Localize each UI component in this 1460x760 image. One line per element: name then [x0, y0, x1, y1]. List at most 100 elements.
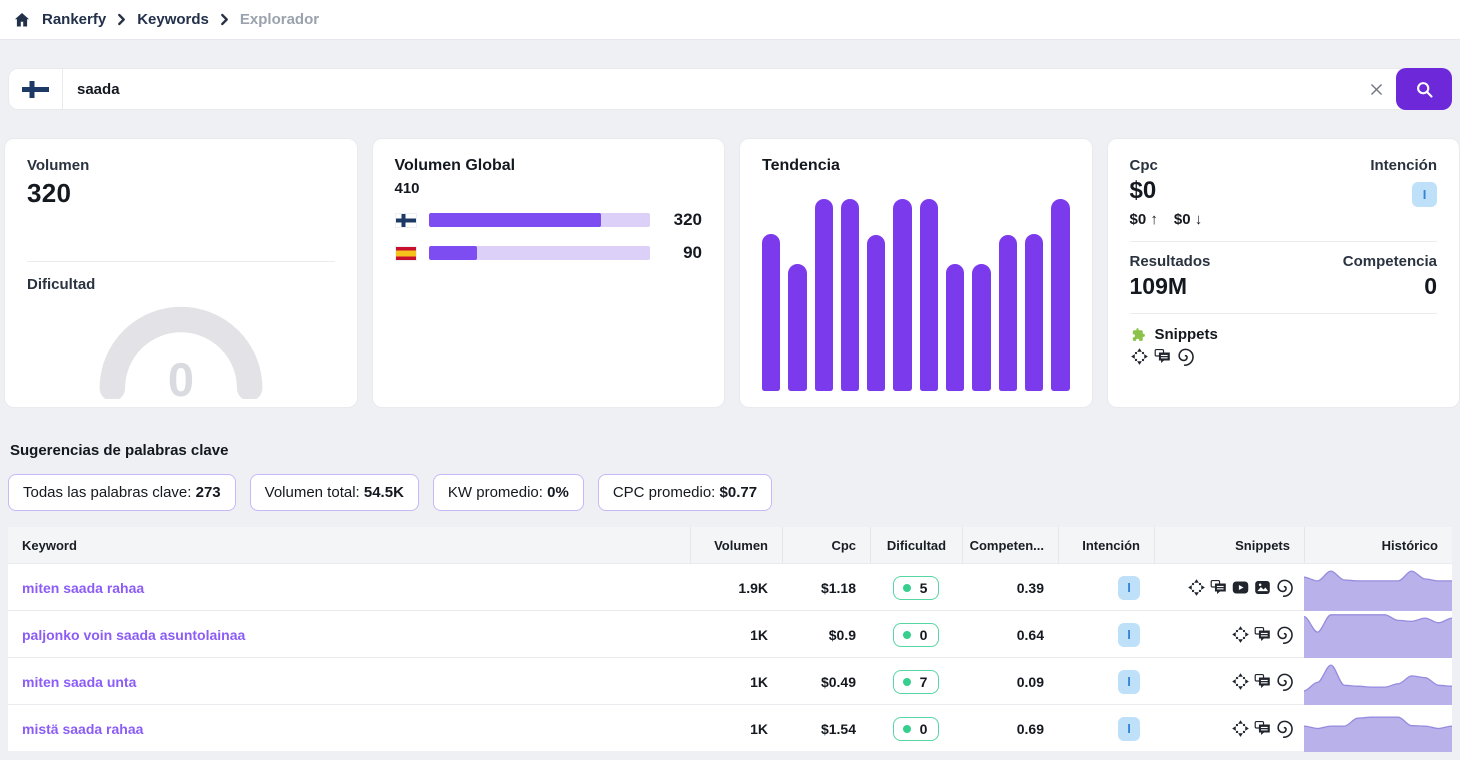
finland-flag-icon [395, 213, 417, 228]
summary-chip[interactable]: Todas las palabras clave: 273 [8, 474, 236, 511]
keyword-link[interactable]: miten saada rahaa [8, 580, 690, 596]
intent-cell: I [1058, 576, 1154, 600]
difficulty-pill: 0 [893, 717, 940, 741]
volume-cell: 1K [690, 674, 782, 690]
spain-flag-icon [395, 246, 417, 261]
difficulty-cell: 7 [870, 670, 962, 694]
chevron-right-icon [117, 13, 126, 26]
history-sparkline [1304, 564, 1452, 611]
spiral-icon [1275, 719, 1294, 738]
competition-cell: 0.39 [962, 580, 1058, 596]
summary-chip[interactable]: Volumen total: 54.5K [250, 474, 419, 511]
header-intencion[interactable]: Intención [1058, 527, 1154, 563]
cpc-high-value: $0 [1130, 211, 1147, 228]
competition-cell: 0.09 [962, 674, 1058, 690]
trend-bar [867, 235, 885, 391]
cpc-value: $0 [1130, 177, 1203, 205]
chip-label: Volumen total: [265, 484, 360, 501]
chat-icon [1153, 347, 1172, 366]
spiral-icon [1275, 672, 1294, 691]
trend-bar [946, 264, 964, 391]
difficulty-cell: 5 [870, 576, 962, 600]
breadcrumb-item-rankerfy[interactable]: Rankerfy [42, 11, 106, 28]
trend-card: Tendencia [739, 138, 1093, 408]
cpc-label: Cpc [1130, 157, 1203, 174]
trend-bar [762, 234, 780, 391]
keywords-table: Keyword Volumen Cpc Dificultad Competen.… [8, 527, 1452, 751]
table-header-row: Keyword Volumen Cpc Dificultad Competen.… [8, 527, 1452, 563]
header-dificultad[interactable]: Dificultad [870, 527, 962, 563]
summary-chip[interactable]: CPC promedio: $0.77 [598, 474, 772, 511]
trend-bar [788, 264, 806, 391]
summary-chips: Todas las palabras clave: 273 Volumen tot… [8, 474, 1460, 511]
trend-bar-chart [762, 199, 1070, 391]
trend-bar [815, 199, 833, 391]
video-icon [1231, 578, 1250, 597]
arrow-down-icon: ↓ [1195, 211, 1203, 228]
keyword-link[interactable]: mistä saada rahaa [8, 721, 690, 737]
chevron-right-icon [220, 13, 229, 26]
chip-label: CPC promedio: [613, 484, 716, 501]
keyword-link[interactable]: miten saada unta [8, 674, 690, 690]
arrows-icon [1231, 719, 1250, 738]
country-selector[interactable] [9, 69, 63, 109]
divider [1130, 313, 1438, 314]
chip-label: KW promedio: [448, 484, 543, 501]
global-volume-row: 320 [395, 210, 703, 230]
breadcrumb: Rankerfy Keywords Explorador [0, 0, 1460, 40]
snippets-cell [1154, 672, 1304, 691]
trend-title: Tendencia [762, 157, 1070, 175]
keyword-link[interactable]: paljonko voin saada asuntolainaa [8, 627, 690, 643]
header-snippets[interactable]: Snippets [1154, 527, 1304, 563]
difficulty-pill: 7 [893, 670, 940, 694]
metrics-card: Cpc $0 $0 ↑ $0 ↓ Intención I Resultados … [1107, 138, 1460, 408]
cpc-range: $0 ↑ $0 ↓ [1130, 211, 1203, 228]
intent-badge: I [1412, 182, 1437, 207]
difficulty-pill: 5 [893, 576, 940, 600]
header-competencia[interactable]: Competen... [962, 527, 1058, 563]
chip-value: 0% [547, 484, 569, 501]
breadcrumb-item-keywords[interactable]: Keywords [137, 11, 209, 28]
arrows-icon [1231, 625, 1250, 644]
chip-value: 273 [196, 484, 221, 501]
header-volumen[interactable]: Volumen [690, 527, 782, 563]
difficulty-pill: 0 [893, 623, 940, 647]
difficulty-value: 0 [920, 627, 928, 643]
puzzle-icon [1130, 326, 1147, 343]
search-input[interactable] [63, 81, 1356, 98]
spiral-icon [1176, 347, 1195, 366]
arrows-icon [1231, 672, 1250, 691]
arrows-icon [1187, 578, 1206, 597]
trend-bar [841, 199, 859, 391]
cpc-cell: $1.54 [782, 721, 870, 737]
chip-value: 54.5K [364, 484, 404, 501]
header-keyword[interactable]: Keyword [8, 538, 690, 553]
arrow-up-icon: ↑ [1150, 211, 1158, 228]
header-cpc[interactable]: Cpc [782, 527, 870, 563]
volume-cell: 1.9K [690, 580, 782, 596]
home-icon[interactable] [13, 11, 31, 29]
global-volume-card: Volumen Global 410 320 90 [372, 138, 726, 408]
snippets-label: Snippets [1155, 326, 1218, 343]
keyword-search-bar [8, 68, 1452, 110]
volume-value: 320 [27, 178, 335, 209]
difficulty-value: 7 [920, 674, 928, 690]
snippets-icon-row [1130, 347, 1438, 366]
volume-bar-fill [429, 213, 602, 227]
summary-chip[interactable]: KW promedio: 0% [433, 474, 584, 511]
header-historico[interactable]: Histórico [1304, 527, 1452, 563]
chip-value: $0.77 [720, 484, 758, 501]
search-button[interactable] [1396, 68, 1452, 110]
clear-search-button[interactable] [1356, 69, 1396, 109]
search-icon [1414, 79, 1435, 100]
difficulty-cell: 0 [870, 623, 962, 647]
volume-bar-fill [429, 246, 478, 260]
trend-bar [893, 199, 911, 391]
history-sparkline [1304, 705, 1452, 752]
difficulty-dot-icon [903, 678, 911, 686]
divider [27, 261, 335, 262]
trend-bar [1051, 199, 1069, 391]
difficulty-dot-icon [903, 631, 911, 639]
competition-cell: 0.64 [962, 627, 1058, 643]
volume-bar-track [429, 246, 651, 260]
